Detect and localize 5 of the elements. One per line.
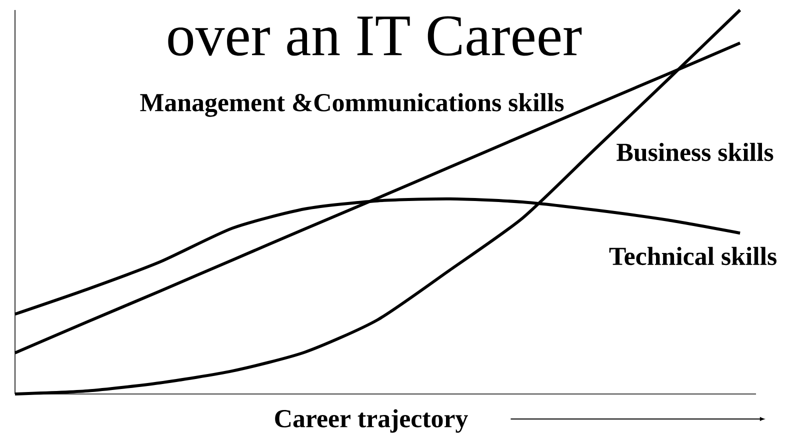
series-label: Management &Communications skills	[140, 93, 564, 117]
series-label: Business skills	[616, 142, 774, 162]
x-axis-title: Career trajectory	[275, 409, 468, 433]
series-label: Technical skills	[609, 246, 776, 266]
chart-title: over an IT Career	[168, 16, 582, 56]
